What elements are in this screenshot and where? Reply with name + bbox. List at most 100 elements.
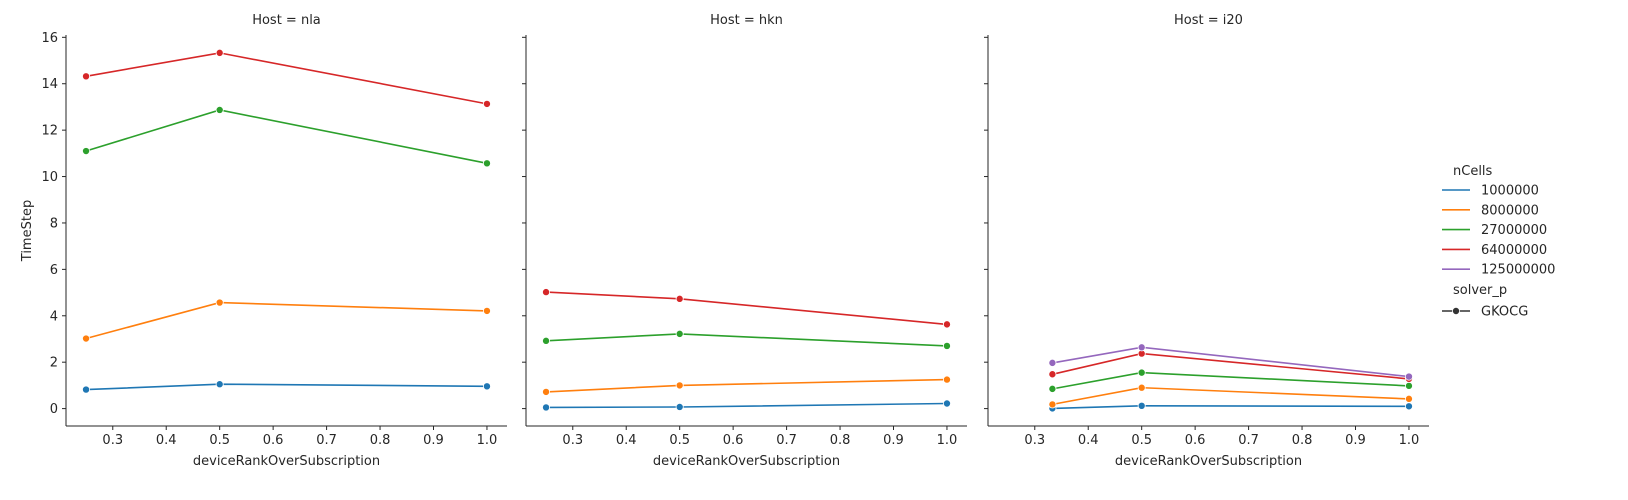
x-tick-label: 0.5 bbox=[209, 433, 230, 448]
y-tick-label: 4 bbox=[50, 309, 58, 324]
legend: nCells 1000000 8000000 27000000 64000000 1250… bbox=[1442, 164, 1555, 320]
data-point-27000000 bbox=[82, 147, 91, 156]
x-tick-label: 0.6 bbox=[723, 433, 744, 448]
y-tick-label: 2 bbox=[50, 356, 58, 371]
series-line-8000000 bbox=[1052, 386, 1410, 406]
x-tick-label: 1.0 bbox=[477, 433, 498, 448]
series-line-64000000 bbox=[85, 52, 488, 105]
x-tick-label: 0.9 bbox=[423, 433, 444, 448]
data-point-1000000 bbox=[82, 385, 91, 394]
legend-title: solver_p bbox=[1453, 283, 1507, 298]
data-point-1000000 bbox=[942, 399, 951, 408]
data-point-8000000 bbox=[542, 387, 551, 396]
data-point-1000000 bbox=[1404, 402, 1413, 411]
data-point-27000000 bbox=[482, 159, 491, 168]
facet-title: Host = hkn bbox=[710, 13, 783, 28]
y-tick-label: 8 bbox=[50, 216, 58, 231]
facet-panel: Host = nla 0 2 4 6 8 10 12 14 16 0.3 0.4 0.5 0.6 0.7 0.… bbox=[41, 13, 507, 469]
data-point-125000000 bbox=[1137, 343, 1146, 352]
data-point-8000000 bbox=[482, 306, 491, 315]
series-line-27000000 bbox=[545, 333, 948, 347]
data-point-64000000 bbox=[82, 72, 91, 81]
x-tick-label: 0.7 bbox=[1238, 433, 1259, 448]
legend-marker bbox=[1452, 306, 1461, 315]
series-line-1000000 bbox=[545, 402, 948, 409]
series-line-27000000 bbox=[85, 109, 488, 165]
legend-entry-label: 8000000 bbox=[1481, 203, 1539, 218]
series-line-27000000 bbox=[1052, 371, 1410, 390]
x-tick-label: 0.3 bbox=[102, 433, 123, 448]
x-tick-label: 0.9 bbox=[1345, 433, 1366, 448]
x-tick-label: 0.4 bbox=[1078, 433, 1099, 448]
data-point-1000000 bbox=[215, 380, 224, 389]
data-point-8000000 bbox=[215, 298, 224, 307]
x-axis-label: deviceRankOverSubscription bbox=[653, 454, 840, 469]
y-tick-label: 14 bbox=[41, 77, 58, 92]
data-point-1000000 bbox=[675, 402, 684, 411]
data-point-8000000 bbox=[1048, 400, 1057, 409]
series-line-64000000 bbox=[545, 291, 948, 326]
data-point-8000000 bbox=[942, 375, 951, 384]
data-point-64000000 bbox=[215, 48, 224, 57]
data-point-125000000 bbox=[1404, 372, 1413, 381]
data-point-27000000 bbox=[542, 336, 551, 345]
data-point-64000000 bbox=[542, 288, 551, 297]
data-point-64000000 bbox=[1048, 370, 1057, 379]
x-tick-label: 0.7 bbox=[776, 433, 797, 448]
x-tick-label: 0.5 bbox=[669, 433, 690, 448]
data-point-8000000 bbox=[675, 381, 684, 390]
data-point-27000000 bbox=[1404, 381, 1413, 390]
data-point-1000000 bbox=[1137, 401, 1146, 410]
series-line-8000000 bbox=[85, 301, 488, 340]
series-line-1000000 bbox=[1052, 404, 1410, 410]
legend-entry-label: 64000000 bbox=[1481, 243, 1547, 258]
data-point-8000000 bbox=[1404, 394, 1413, 403]
y-tick-label: 16 bbox=[41, 31, 58, 46]
x-tick-label: 0.3 bbox=[562, 433, 583, 448]
data-point-27000000 bbox=[1048, 384, 1057, 393]
series-line-8000000 bbox=[545, 378, 948, 393]
data-point-1000000 bbox=[482, 382, 491, 391]
data-point-27000000 bbox=[1137, 368, 1146, 377]
data-point-125000000 bbox=[1048, 358, 1057, 367]
x-tick-label: 0.4 bbox=[616, 433, 637, 448]
x-axis-label: deviceRankOverSubscription bbox=[193, 454, 380, 469]
x-tick-label: 0.3 bbox=[1024, 433, 1045, 448]
x-tick-label: 0.8 bbox=[830, 433, 851, 448]
y-tick-label: 0 bbox=[50, 402, 58, 417]
data-point-27000000 bbox=[942, 341, 951, 350]
x-tick-label: 0.9 bbox=[883, 433, 904, 448]
data-point-27000000 bbox=[675, 329, 684, 338]
facet-title: Host = nla bbox=[252, 13, 321, 28]
data-point-64000000 bbox=[675, 294, 684, 303]
x-tick-label: 0.8 bbox=[370, 433, 391, 448]
data-point-27000000 bbox=[215, 105, 224, 114]
x-tick-label: 0.6 bbox=[263, 433, 284, 448]
data-point-64000000 bbox=[942, 320, 951, 329]
legend-title: nCells bbox=[1453, 164, 1493, 179]
x-tick-label: 1.0 bbox=[1399, 433, 1420, 448]
x-tick-label: 0.8 bbox=[1292, 433, 1313, 448]
legend-entry-label: GKOCG bbox=[1481, 305, 1528, 320]
data-point-8000000 bbox=[1137, 383, 1146, 392]
facet-panel: Host = i20 0.3 0.4 0.5 0.6 0.7 0.8 0.9 1.0 device… bbox=[984, 13, 1429, 469]
data-point-64000000 bbox=[482, 99, 491, 108]
data-point-8000000 bbox=[82, 334, 91, 343]
x-tick-label: 0.6 bbox=[1185, 433, 1206, 448]
x-tick-label: 0.5 bbox=[1131, 433, 1152, 448]
x-tick-label: 1.0 bbox=[937, 433, 958, 448]
x-tick-label: 0.4 bbox=[156, 433, 177, 448]
y-tick-label: 6 bbox=[50, 263, 58, 278]
y-tick-label: 12 bbox=[41, 124, 58, 139]
y-tick-label: 10 bbox=[41, 170, 58, 185]
data-point-1000000 bbox=[542, 403, 551, 412]
facet-title: Host = i20 bbox=[1174, 13, 1243, 28]
legend-entry-label: 125000000 bbox=[1481, 263, 1555, 278]
x-tick-label: 0.7 bbox=[316, 433, 337, 448]
legend-entry-label: 27000000 bbox=[1481, 223, 1547, 238]
series-line-1000000 bbox=[85, 383, 488, 391]
facet-panel: Host = hkn 0.3 0.4 0.5 0.6 0.7 0.8 0.9 1.0 device… bbox=[522, 13, 967, 469]
x-axis-label: deviceRankOverSubscription bbox=[1115, 454, 1302, 469]
y-axis-label: TimeStep bbox=[20, 200, 35, 262]
